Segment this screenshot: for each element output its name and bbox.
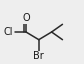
Text: Br: Br (33, 51, 44, 61)
Text: O: O (22, 13, 30, 23)
Text: Cl: Cl (3, 27, 13, 37)
